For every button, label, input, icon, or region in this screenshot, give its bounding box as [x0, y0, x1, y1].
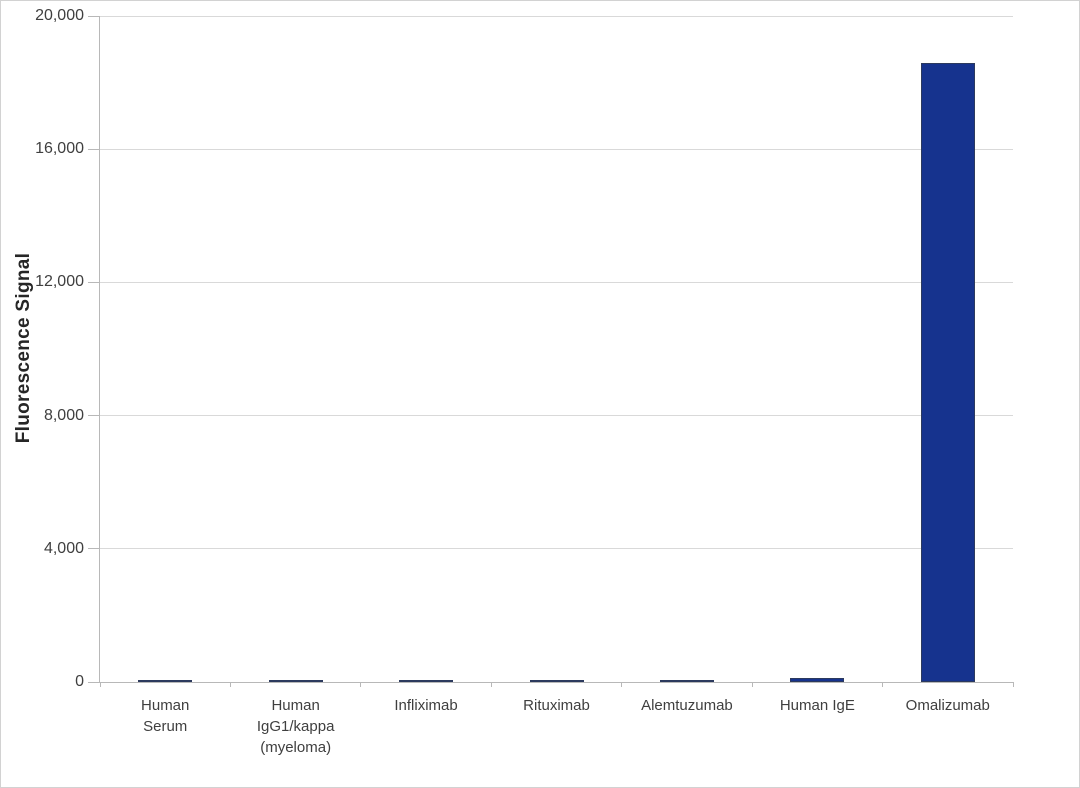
- y-tick-mark: [88, 148, 100, 150]
- x-category-label-line: Serum: [143, 718, 188, 735]
- y-tick-label: 16,000: [35, 140, 84, 158]
- x-tick-mark: [99, 682, 101, 687]
- y-tick-mark: [88, 548, 100, 550]
- x-category-label-line: Human: [271, 697, 320, 714]
- bar: [920, 63, 975, 682]
- x-category-label-line: Human: [141, 697, 190, 714]
- y-tick-mark: [88, 281, 100, 283]
- x-tick-mark: [1012, 682, 1014, 687]
- y-tick-mark: [88, 681, 100, 683]
- gridline: [100, 148, 1013, 150]
- x-tick-mark: [882, 682, 884, 687]
- y-tick-label: 20,000: [35, 7, 84, 24]
- x-category-label: Human IgG1/kappa (myeloma): [221, 695, 371, 758]
- gridline: [100, 15, 1013, 17]
- x-category-label: Omalizumab: [873, 695, 1023, 716]
- x-category-label-line: IgG1/kappa: [256, 718, 335, 735]
- gridline: [100, 548, 1013, 550]
- bar: [659, 680, 714, 682]
- y-tick-mark: [88, 415, 100, 417]
- y-axis-line: [99, 16, 100, 683]
- x-tick-mark: [360, 682, 362, 687]
- bar: [790, 678, 845, 682]
- x-category-label: Human Serum: [90, 695, 240, 737]
- x-category-label: Human IgE: [742, 695, 892, 716]
- x-category-label: Infliximab: [351, 695, 501, 716]
- y-tick-mark: [88, 15, 100, 17]
- gridline: [100, 281, 1013, 283]
- x-category-label-line: Omalizumab: [905, 697, 990, 714]
- x-category-label-line: (myeloma): [260, 739, 332, 756]
- x-tick-mark: [751, 682, 753, 687]
- x-category-label: Alemtuzumab: [612, 695, 762, 716]
- gridline: [100, 415, 1013, 417]
- x-category-label-line: Human IgE: [779, 697, 855, 714]
- bar: [529, 680, 584, 682]
- x-category-label: Rituximab: [482, 695, 632, 716]
- y-tick-label: 12,000: [35, 273, 84, 291]
- bar: [138, 680, 193, 682]
- x-category-label-line: Alemtuzumab: [641, 697, 733, 714]
- bar: [399, 680, 454, 682]
- x-tick-mark: [229, 682, 231, 687]
- x-category-label-line: Rituximab: [523, 697, 590, 714]
- y-tick-label: 8,000: [43, 406, 84, 424]
- bar: [268, 680, 323, 682]
- y-tick-label: 4,000: [43, 539, 84, 557]
- x-tick-mark: [621, 682, 623, 687]
- x-tick-mark: [490, 682, 492, 687]
- y-tick-label: 0: [75, 673, 84, 690]
- x-category-label-line: Infliximab: [394, 697, 458, 714]
- x-axis-line: [100, 681, 1013, 683]
